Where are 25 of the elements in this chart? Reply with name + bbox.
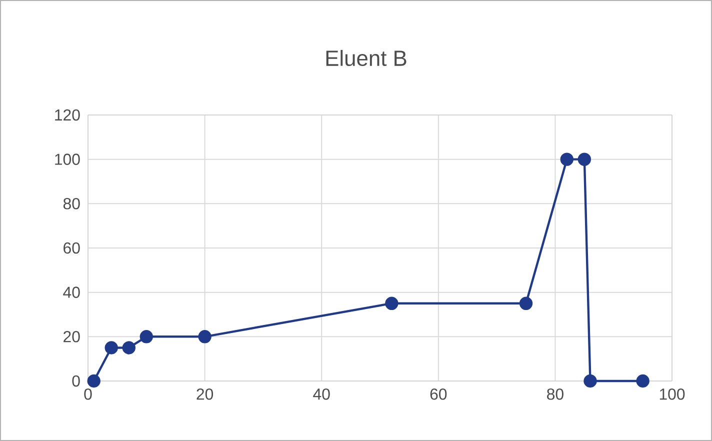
x-tick-label: 20	[196, 388, 214, 400]
point	[519, 296, 533, 310]
y-tick-label: 100	[55, 154, 80, 165]
x-tick-label: 40	[313, 388, 330, 400]
y-tick-label: 0	[72, 375, 80, 387]
point	[578, 152, 592, 166]
y-tick-label: 40	[63, 286, 80, 298]
point	[560, 152, 574, 166]
x-tick-label: 80	[547, 388, 564, 400]
point	[584, 374, 597, 388]
point	[104, 341, 118, 354]
point	[140, 330, 154, 344]
y-tick-label: 80	[63, 198, 80, 210]
y-tick-label: 20	[64, 331, 80, 342]
x-tick-label: 60	[430, 388, 447, 400]
point	[385, 296, 398, 310]
y-tick-label: 120	[55, 109, 80, 121]
point	[636, 374, 650, 388]
x-tick-label: 100	[660, 388, 685, 400]
point	[122, 341, 136, 354]
chart-title: Eluent B	[326, 50, 406, 66]
point	[87, 374, 100, 388]
y-tick-label: 60	[64, 242, 80, 254]
point	[198, 330, 212, 344]
x-tick-label: 0	[84, 388, 92, 400]
